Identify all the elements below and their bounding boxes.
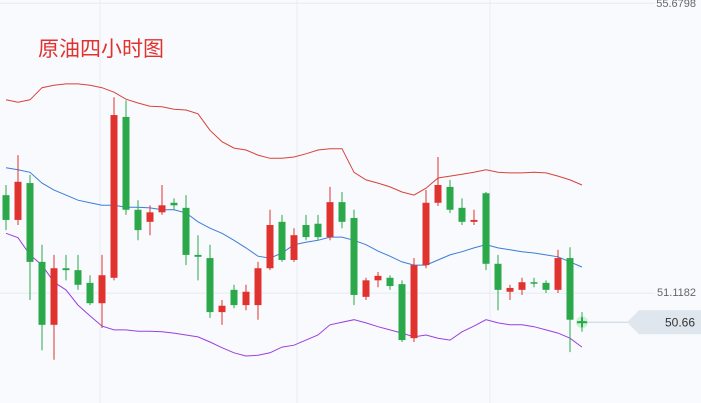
candle-body	[98, 275, 106, 304]
candle-body	[26, 183, 34, 262]
y-tick-label: 51.1182	[657, 287, 696, 299]
candle-body	[242, 291, 250, 306]
candle-body	[50, 268, 58, 325]
candle-body	[38, 261, 46, 325]
candle-body	[302, 225, 310, 238]
candle-body	[350, 218, 358, 295]
candle-body	[338, 202, 346, 222]
chart-title: 原油四小时图	[38, 37, 164, 61]
candle-body	[170, 202, 178, 206]
candle-body	[206, 258, 214, 313]
candle-body	[362, 280, 370, 297]
candle-body	[146, 212, 154, 222]
candle-body	[542, 282, 550, 290]
candle-body	[266, 225, 274, 269]
candle-body	[86, 282, 94, 304]
candle-body	[518, 282, 526, 290]
candle-body	[290, 235, 298, 260]
candle-body	[218, 305, 226, 313]
candle-body	[374, 275, 382, 281]
price-cross	[577, 317, 587, 328]
candle-body	[494, 263, 502, 290]
candle-body	[158, 205, 166, 213]
candle-body	[14, 181, 22, 220]
candle-body	[530, 282, 538, 284]
candle-body	[410, 265, 418, 339]
candle-body	[182, 207, 190, 255]
candle-body	[566, 258, 574, 320]
candle-body	[386, 277, 394, 287]
candle-body	[194, 254, 202, 257]
candle-body	[254, 268, 262, 306]
candle-body	[62, 268, 70, 271]
candle-body	[74, 270, 82, 285]
candle-body	[110, 115, 118, 278]
candle-body	[470, 219, 478, 222]
candle-body	[230, 289, 238, 306]
candle-body	[398, 284, 406, 341]
candle-body	[458, 207, 466, 222]
candle-body	[326, 202, 334, 238]
candle-body	[122, 116, 130, 210]
candle-body	[506, 287, 514, 292]
candle-body	[314, 223, 322, 238]
price-tag	[627, 310, 701, 335]
y-tick-label: 55.6798	[656, 0, 696, 10]
price-label: 50.66	[665, 315, 695, 329]
candle-body	[278, 221, 286, 260]
candle-body	[446, 186, 454, 210]
candle-body	[422, 202, 430, 266]
band-line	[5, 83, 583, 196]
candle-body	[2, 195, 10, 220]
candle-body	[434, 184, 442, 203]
candle-body	[554, 258, 562, 290]
candle-body	[134, 209, 142, 231]
candle-body	[482, 193, 490, 264]
